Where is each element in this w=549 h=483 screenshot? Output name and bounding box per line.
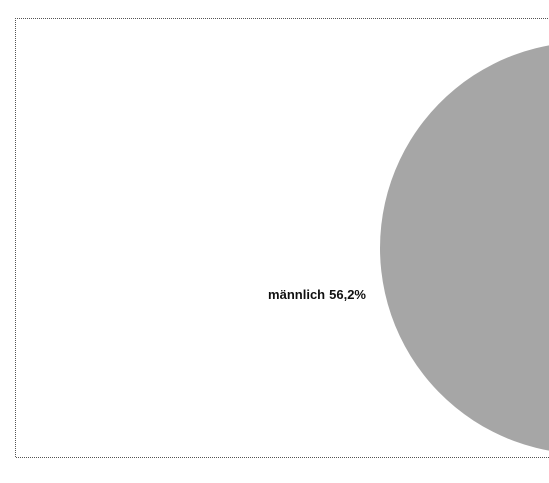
chart-frame — [15, 18, 549, 458]
slice-value: 56,2% — [329, 287, 366, 302]
slice-category: männlich — [268, 287, 325, 302]
slice-label: männlich 56,2% — [268, 287, 366, 302]
pie-slice — [380, 45, 549, 451]
